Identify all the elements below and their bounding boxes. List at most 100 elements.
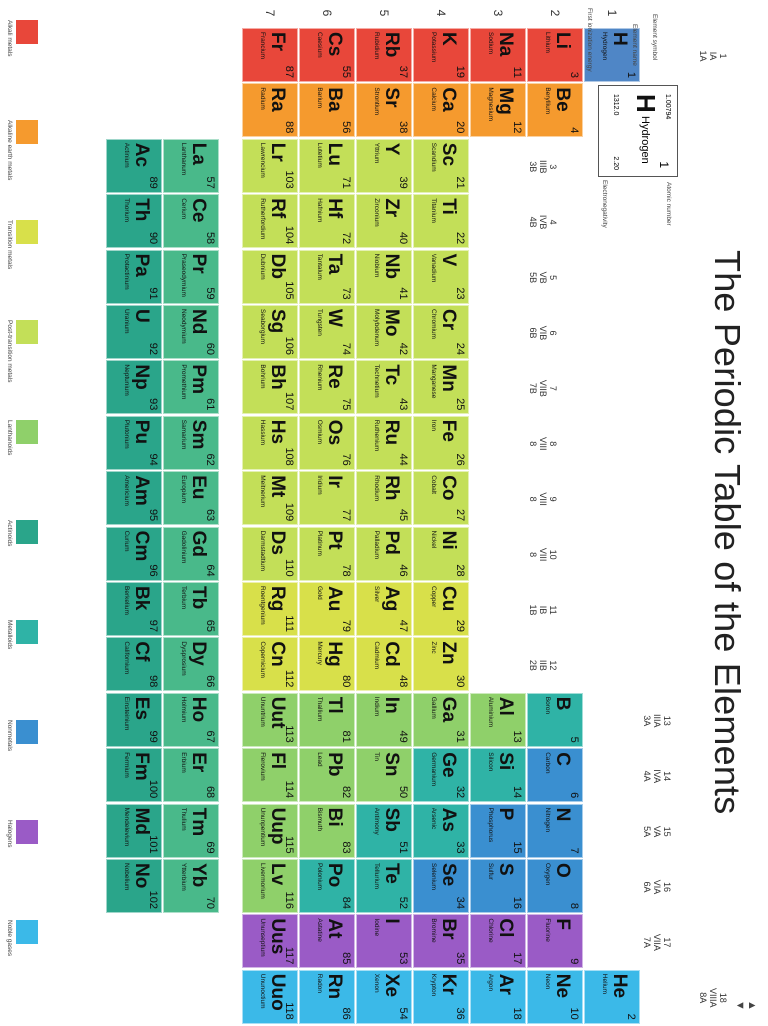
- atomic-number: 4: [568, 127, 580, 134]
- element-cell: 87 Fr Francium: [242, 28, 298, 82]
- element-cell: 74 W Tungsten: [299, 305, 355, 359]
- element-name: Nickel: [430, 530, 437, 549]
- atomic-number: 14: [511, 785, 523, 799]
- element-name: Xenon: [373, 973, 380, 993]
- group-label: VIB: [538, 325, 548, 341]
- element-name: Neon: [544, 973, 551, 990]
- atomic-number: 42: [397, 342, 409, 355]
- element-name: Berkelium: [123, 586, 130, 615]
- element-name: Aluminium: [487, 696, 494, 728]
- atomic-number: 40: [397, 231, 409, 245]
- atomic-number: 67: [204, 730, 216, 743]
- atomic-number: 49: [397, 730, 409, 743]
- element-cell: 47 Ag Silver: [356, 582, 412, 636]
- element-cell: 19 K Potassium: [413, 28, 469, 82]
- element-cell: 116 Lv Livermorium: [242, 859, 298, 913]
- element-cell: 59 Pr Praseodymium: [163, 249, 219, 304]
- element-cell: 5 B Boron: [527, 692, 583, 747]
- element-symbol: Db: [267, 253, 288, 279]
- element-symbol: Na: [495, 32, 516, 57]
- element-cell: 91 Pa Protactinium: [106, 249, 162, 304]
- atomic-number: 81: [340, 730, 352, 743]
- element-symbol: Au: [324, 586, 345, 612]
- element-symbol: Re: [324, 364, 345, 389]
- legend-swatch: [16, 20, 38, 44]
- element-symbol: Fr: [267, 32, 288, 51]
- group-label: 8: [548, 441, 558, 447]
- scroll-arrows-icon[interactable]: ▲ ▼: [734, 1000, 758, 1011]
- atomic-number: 53: [397, 952, 409, 965]
- atomic-number: 26: [454, 453, 466, 466]
- element-name: Calcium: [430, 87, 437, 111]
- group-header-11: 11 IB 1B: [528, 582, 558, 638]
- atomic-number: 89: [147, 176, 159, 189]
- element-name: Neptunium: [123, 364, 130, 396]
- element-name: Tantalum: [316, 253, 323, 280]
- atomic-number: 46: [397, 564, 409, 577]
- element-cell: 52 Te Tellurium: [356, 859, 412, 913]
- element-symbol: Tc: [381, 364, 402, 386]
- element-name: Seaborgium: [259, 309, 266, 345]
- atomic-number: 37: [397, 65, 409, 78]
- element-name: Lithium: [544, 32, 551, 53]
- atomic-number: 75: [340, 398, 352, 411]
- element-cell: 3 Li Lithium: [527, 28, 583, 82]
- group-label: VIIB: [538, 379, 548, 397]
- element-symbol: Ag: [381, 586, 402, 612]
- element-symbol: Rf: [267, 198, 288, 219]
- element-cell: 73 Ta Tantalum: [299, 249, 355, 304]
- element-cell: 44 Ru Ruthenium: [356, 415, 412, 470]
- atomic-number: 44: [397, 453, 409, 466]
- group-label: 7: [548, 385, 558, 391]
- element-symbol: P: [495, 807, 516, 821]
- atomic-number: 102: [147, 890, 159, 909]
- atomic-number: 86: [340, 1007, 352, 1020]
- element-cell: 85 At Astatine: [299, 914, 355, 969]
- group-header-14: 14 IVA 4A: [642, 748, 672, 804]
- legend-label: Nonmetals: [6, 720, 13, 752]
- atomic-number: 52: [397, 896, 409, 909]
- element-name: Einsteinium: [123, 696, 130, 731]
- element-cell: 97 Bk Berkelium: [106, 582, 162, 636]
- element-name: Actinium: [123, 142, 130, 168]
- atomic-number: 30: [454, 675, 466, 688]
- atomic-number: 35: [454, 952, 466, 965]
- element-symbol: C: [552, 752, 573, 766]
- atomic-number: 13: [511, 730, 523, 743]
- element-symbol: Ru: [381, 419, 402, 446]
- atomic-number: 23: [454, 287, 466, 300]
- legend-label: Lanthanoids: [6, 420, 13, 456]
- atomic-number: 19: [454, 65, 466, 78]
- group-label: 8: [528, 441, 538, 447]
- element-name: Nobelium: [123, 863, 130, 891]
- element-cell: 32 Ge Germanium: [413, 748, 469, 803]
- element-symbol: Se: [438, 863, 459, 887]
- element-name: Radon: [316, 973, 323, 993]
- element-cell: 81 Tl Thallium: [299, 692, 355, 747]
- element-name: Silver: [373, 586, 380, 603]
- element-symbol: B: [552, 696, 573, 711]
- atomic-number: 110: [283, 559, 295, 577]
- element-cell: 2 He Helium: [584, 969, 640, 1024]
- element-cell: 24 Cr Chromium: [413, 305, 469, 359]
- atomic-number: 84: [340, 896, 352, 909]
- element-name: Palladium: [373, 530, 380, 560]
- element-cell: 34 Se Selenium: [413, 859, 469, 913]
- atomic-number: 7: [568, 847, 580, 854]
- element-name: Zirconium: [373, 198, 380, 227]
- element-name: Platinum: [316, 530, 323, 556]
- period-label-2: 2: [548, 9, 562, 17]
- atomic-number: 61: [204, 398, 216, 411]
- element-cell: 106 Sg Seaborgium: [242, 305, 298, 359]
- element-symbol: I: [381, 918, 402, 924]
- element-cell: 56 Ba Barium: [299, 83, 355, 138]
- element-name: Californium: [123, 641, 130, 675]
- element-symbol: Po: [324, 863, 345, 888]
- element-cell: 117 Uus Ununseptium: [242, 914, 298, 969]
- page-title: The Periodic Table of the Elements: [707, 250, 748, 815]
- element-name: Roentgenium: [259, 586, 266, 625]
- element-cell: 101 Md Mendelevium: [106, 803, 162, 858]
- element-cell: 115 Uup Ununpentium: [242, 803, 298, 858]
- element-name: Thallium: [316, 696, 323, 722]
- element-symbol: Hs: [267, 419, 288, 445]
